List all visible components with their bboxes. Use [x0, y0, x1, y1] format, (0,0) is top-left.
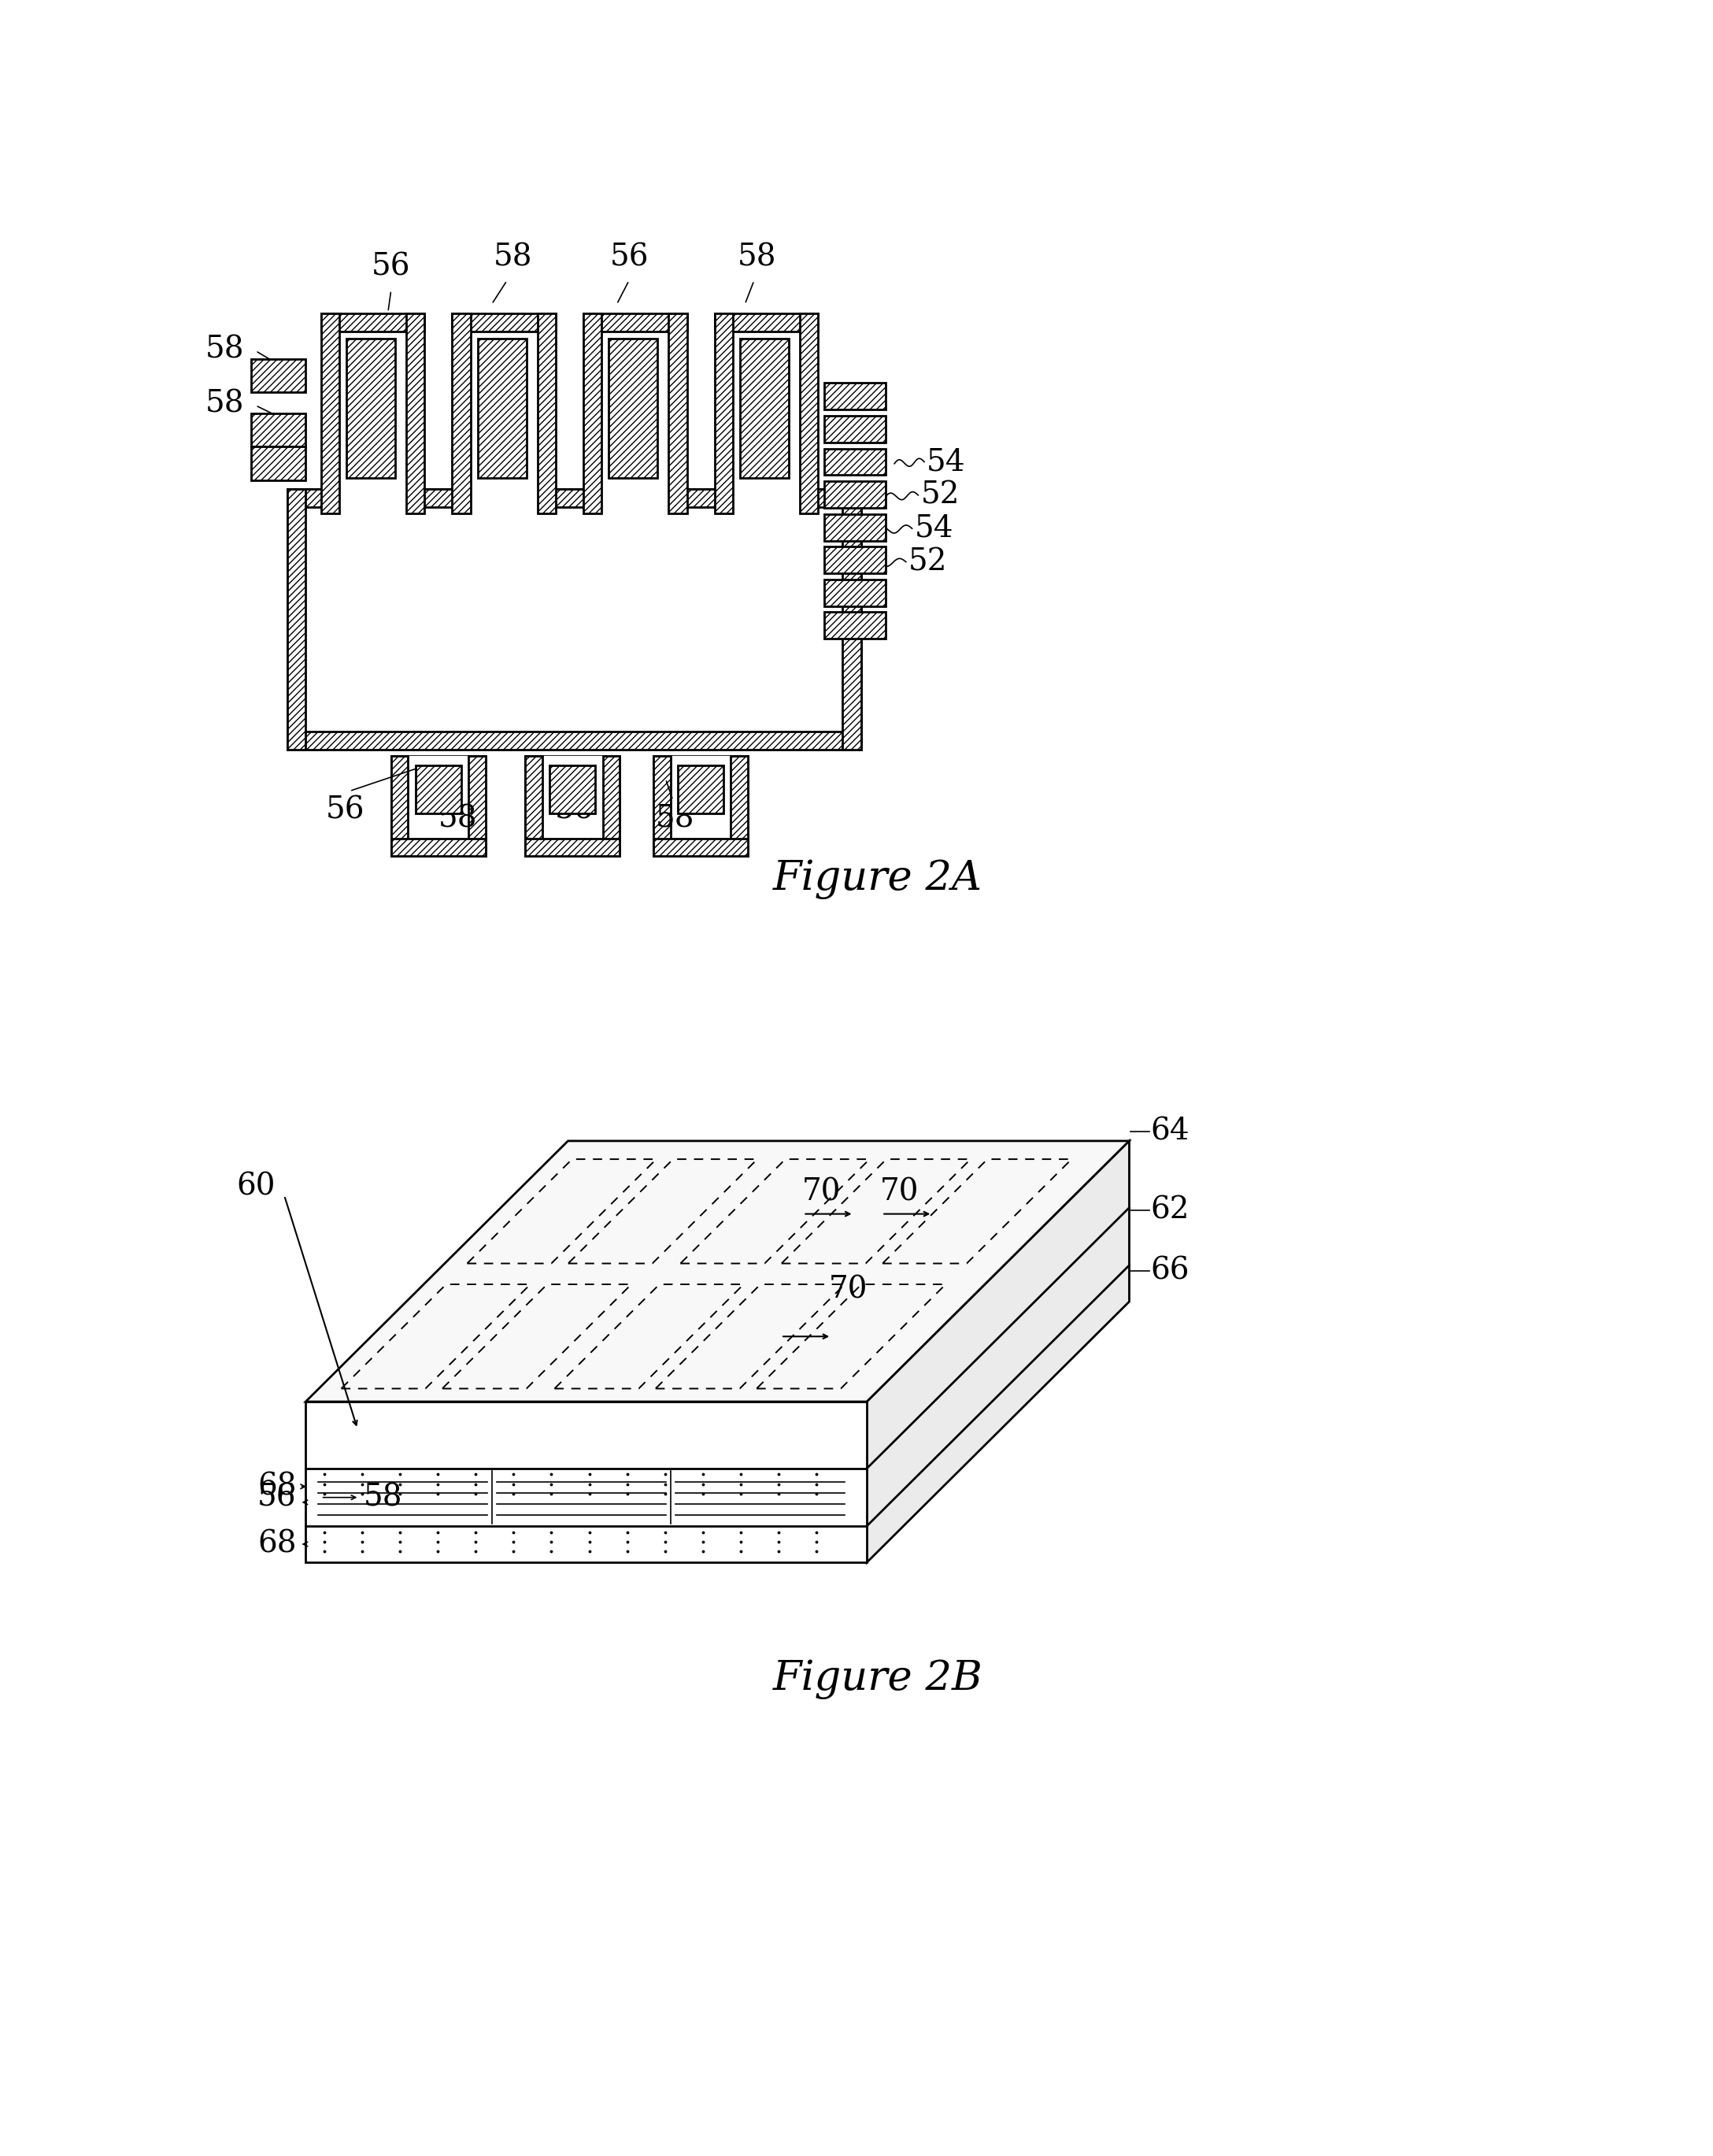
- Bar: [550, 765, 596, 813]
- Text: 58: 58: [656, 804, 694, 834]
- Bar: [391, 839, 485, 856]
- Text: 52: 52: [920, 481, 959, 509]
- Text: 52: 52: [908, 548, 947, 576]
- Text: 58: 58: [206, 334, 245, 364]
- Bar: [740, 338, 790, 479]
- Bar: [824, 612, 886, 638]
- Bar: [582, 313, 601, 513]
- Bar: [824, 384, 886, 410]
- Text: 56: 56: [257, 1483, 296, 1511]
- Bar: [288, 731, 862, 750]
- Bar: [469, 757, 485, 856]
- Bar: [288, 489, 862, 507]
- Bar: [408, 757, 469, 839]
- Bar: [733, 332, 800, 513]
- Bar: [601, 332, 668, 513]
- Bar: [824, 481, 886, 509]
- Bar: [678, 765, 723, 813]
- Text: 56: 56: [325, 796, 365, 824]
- Bar: [250, 414, 305, 446]
- Bar: [714, 313, 819, 332]
- Text: 54: 54: [927, 446, 966, 476]
- Bar: [824, 448, 886, 474]
- Text: 58: 58: [206, 390, 245, 418]
- Text: 58: 58: [738, 244, 776, 272]
- Bar: [526, 757, 620, 856]
- Text: 62: 62: [1151, 1197, 1189, 1225]
- Bar: [843, 489, 862, 750]
- Bar: [668, 313, 687, 513]
- Bar: [800, 313, 819, 513]
- Text: Figure 2B: Figure 2B: [773, 1660, 983, 1699]
- Bar: [538, 313, 555, 513]
- Bar: [452, 313, 471, 513]
- Text: 58: 58: [439, 804, 478, 834]
- Bar: [346, 338, 396, 479]
- Bar: [288, 489, 305, 750]
- Text: 56: 56: [610, 244, 649, 272]
- Bar: [406, 313, 425, 513]
- Bar: [582, 313, 687, 332]
- Bar: [471, 332, 538, 513]
- Bar: [824, 416, 886, 442]
- Bar: [824, 580, 886, 606]
- Polygon shape: [305, 1401, 867, 1563]
- Text: 56: 56: [372, 252, 411, 282]
- Bar: [603, 757, 620, 856]
- Text: 66: 66: [1151, 1257, 1189, 1285]
- Text: 58: 58: [493, 244, 533, 272]
- Polygon shape: [305, 1141, 1129, 1401]
- Bar: [824, 548, 886, 573]
- Text: Figure 2A: Figure 2A: [773, 858, 983, 899]
- Bar: [543, 757, 603, 839]
- Bar: [526, 757, 543, 856]
- Text: 54: 54: [915, 513, 954, 543]
- Bar: [250, 358, 305, 392]
- Text: 68: 68: [257, 1473, 296, 1501]
- Bar: [416, 765, 461, 813]
- Text: 64: 64: [1151, 1117, 1191, 1147]
- Text: 56: 56: [555, 796, 594, 824]
- Text: 58: 58: [363, 1483, 403, 1511]
- Bar: [250, 446, 305, 481]
- Text: 70: 70: [829, 1274, 867, 1304]
- Bar: [391, 757, 408, 856]
- Text: 60: 60: [236, 1173, 276, 1201]
- Bar: [320, 313, 339, 513]
- Bar: [339, 332, 406, 513]
- Bar: [731, 757, 749, 856]
- Bar: [670, 757, 731, 839]
- Bar: [320, 313, 425, 332]
- Text: 70: 70: [880, 1177, 920, 1207]
- Bar: [288, 489, 862, 750]
- Text: 70: 70: [802, 1177, 841, 1207]
- Text: 68: 68: [257, 1529, 296, 1559]
- Bar: [653, 839, 749, 856]
- Polygon shape: [867, 1141, 1129, 1563]
- Bar: [653, 757, 670, 856]
- Bar: [653, 757, 749, 856]
- Bar: [714, 313, 733, 513]
- Bar: [526, 839, 620, 856]
- Bar: [608, 338, 658, 479]
- Bar: [478, 338, 526, 479]
- Bar: [391, 757, 485, 856]
- Bar: [452, 313, 555, 332]
- Bar: [824, 513, 886, 541]
